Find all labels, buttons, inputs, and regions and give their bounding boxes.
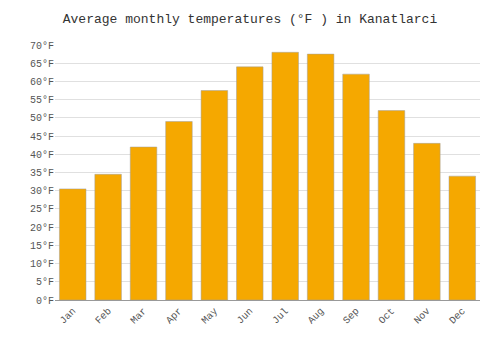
svg-text:May: May xyxy=(200,306,221,327)
svg-text:Jan: Jan xyxy=(58,306,79,327)
svg-text:Jul: Jul xyxy=(270,306,291,327)
svg-text:55°F: 55°F xyxy=(30,95,54,106)
svg-text:50°F: 50°F xyxy=(30,113,54,124)
svg-text:Sep: Sep xyxy=(341,306,362,327)
svg-text:35°F: 35°F xyxy=(30,168,54,179)
svg-text:Average monthly temperatures (: Average monthly temperatures (°F ) in Ka… xyxy=(63,12,438,27)
svg-text:65°F: 65°F xyxy=(30,59,54,70)
svg-text:60°F: 60°F xyxy=(30,77,54,88)
svg-text:70°F: 70°F xyxy=(30,41,54,52)
svg-text:Aug: Aug xyxy=(306,306,327,327)
svg-text:5°F: 5°F xyxy=(36,277,54,288)
svg-text:25°F: 25°F xyxy=(30,204,54,215)
svg-text:Feb: Feb xyxy=(93,306,114,327)
svg-text:Oct: Oct xyxy=(377,306,398,327)
svg-text:Nov: Nov xyxy=(412,306,433,327)
svg-text:45°F: 45°F xyxy=(30,132,54,143)
svg-text:20°F: 20°F xyxy=(30,223,54,234)
svg-text:Mar: Mar xyxy=(129,306,150,327)
svg-text:15°F: 15°F xyxy=(30,241,54,252)
svg-text:0°F: 0°F xyxy=(36,296,54,307)
svg-text:40°F: 40°F xyxy=(30,150,54,161)
svg-text:10°F: 10°F xyxy=(30,259,54,270)
svg-text:30°F: 30°F xyxy=(30,186,54,197)
svg-text:Apr: Apr xyxy=(164,306,185,327)
svg-text:Dec: Dec xyxy=(447,306,468,327)
svg-text:Jun: Jun xyxy=(235,306,256,327)
